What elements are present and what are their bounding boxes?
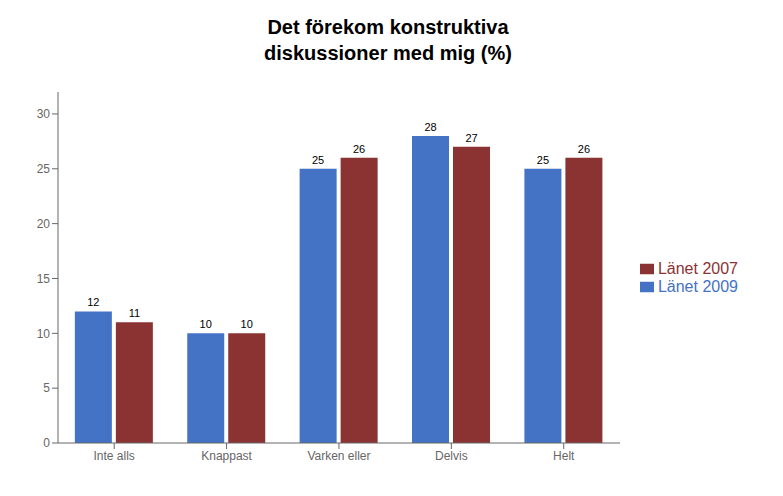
svg-text:25: 25 — [312, 154, 324, 166]
svg-text:5: 5 — [43, 381, 50, 395]
svg-text:10: 10 — [37, 327, 51, 341]
svg-text:Delvis: Delvis — [435, 449, 468, 463]
svg-text:0: 0 — [43, 436, 50, 450]
html-text:Det förekom konstruktiva: Det förekom konstruktiva — [267, 16, 509, 38]
svg-text:Inte alls: Inte alls — [94, 449, 135, 463]
svg-text:10: 10 — [241, 318, 253, 330]
svg-text:30: 30 — [37, 107, 51, 121]
svg-text:26: 26 — [353, 143, 365, 155]
svg-text:26: 26 — [578, 143, 590, 155]
svg-text:10: 10 — [200, 318, 212, 330]
svg-text:Helt: Helt — [553, 449, 575, 463]
svg-text:11: 11 — [129, 307, 140, 319]
svg-text:Varken eller: Varken eller — [307, 449, 370, 463]
svg-text:28: 28 — [424, 121, 436, 133]
svg-text:25: 25 — [37, 162, 51, 176]
html-text:diskussioner med mig (%): diskussioner med mig (%) — [264, 42, 512, 64]
svg-text:27: 27 — [465, 132, 477, 144]
html-text:Länet 2009: Länet 2009 — [657, 277, 738, 295]
svg-text:15: 15 — [37, 272, 51, 286]
svg-text:20: 20 — [37, 217, 51, 231]
svg-text:Knappast: Knappast — [201, 449, 252, 463]
html-text:Länet 2007: Länet 2007 — [657, 259, 738, 277]
svg-text:25: 25 — [537, 154, 549, 166]
svg-text:12: 12 — [87, 296, 99, 308]
